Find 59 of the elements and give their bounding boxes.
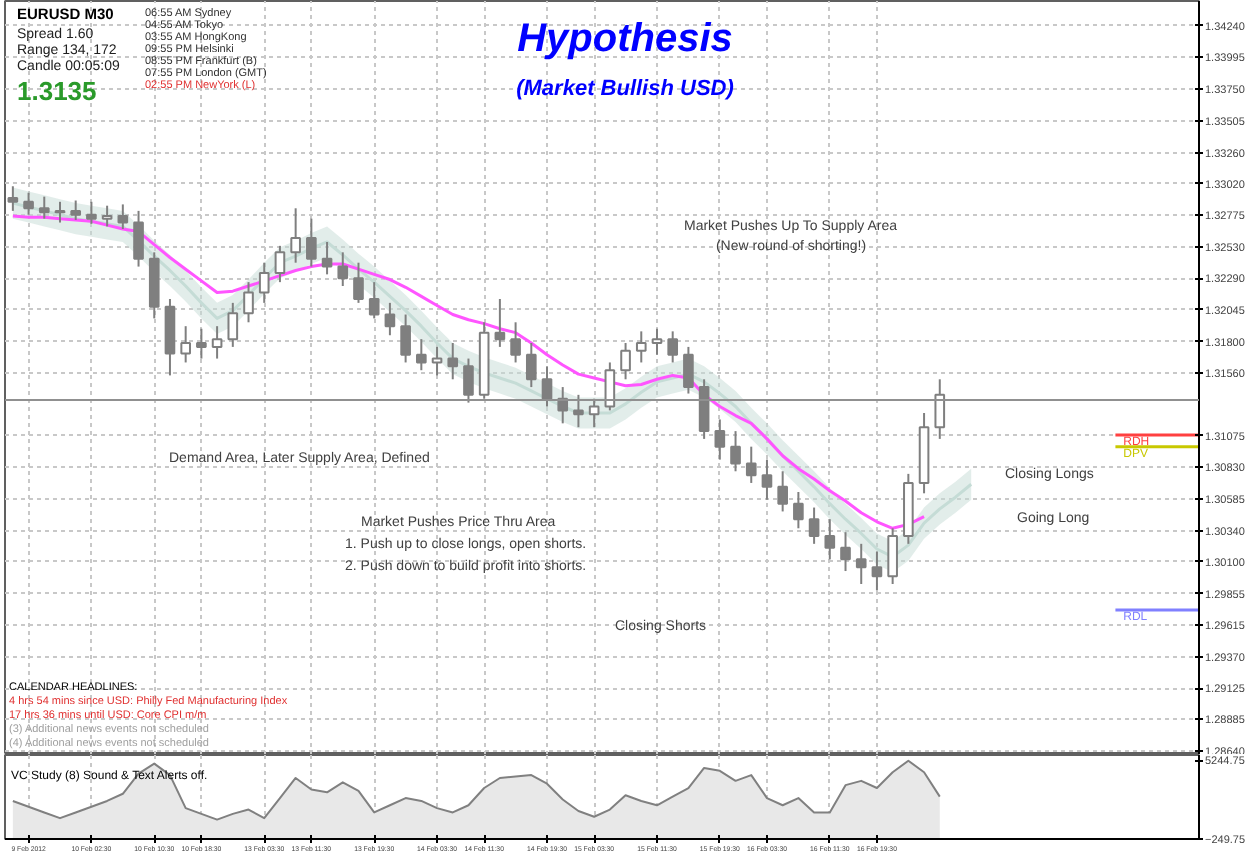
candlestick <box>337 251 349 288</box>
annotation: 1.3135 <box>17 76 97 107</box>
text: (Market Bullish USD) <box>516 77 735 101</box>
candlestick <box>368 281 380 320</box>
candlestick <box>887 527 898 585</box>
candlestick <box>573 393 584 429</box>
candlestick <box>934 378 946 440</box>
candlestick <box>117 203 129 231</box>
candlestick <box>23 191 34 216</box>
candlestick <box>494 297 506 348</box>
candlestick <box>447 342 459 381</box>
candlestick <box>133 209 144 268</box>
candlestick <box>416 338 427 372</box>
candlestick <box>321 240 333 276</box>
candlestick <box>290 207 301 264</box>
candlestick <box>635 330 647 364</box>
candlestick <box>588 397 600 429</box>
candlestick <box>353 261 364 304</box>
candlestick <box>274 244 286 284</box>
candlestick <box>227 301 239 348</box>
line-series <box>11 214 926 530</box>
candlestick <box>714 418 726 461</box>
candlestick <box>148 251 160 320</box>
candlestick <box>651 327 663 356</box>
candlestick <box>604 361 616 412</box>
candlestick <box>306 217 317 268</box>
candlestick <box>667 330 679 364</box>
candlestick <box>793 491 804 530</box>
candlestick <box>463 357 474 404</box>
candlestick <box>808 506 820 545</box>
candlestick <box>525 342 537 389</box>
candlestick <box>164 297 176 377</box>
candlestick <box>196 327 207 360</box>
candlestick <box>38 195 50 220</box>
candlestick <box>871 550 883 592</box>
candlestick <box>54 200 66 224</box>
candlestick <box>400 313 411 364</box>
candlestick <box>70 199 82 221</box>
candlestick <box>683 345 694 395</box>
candlestick <box>541 365 553 408</box>
candlestick <box>855 542 867 585</box>
candlestick <box>101 204 113 228</box>
candlestick <box>777 470 788 513</box>
candlestick <box>824 518 836 561</box>
candlestick <box>510 321 521 364</box>
candlestick <box>620 342 631 381</box>
candlestick <box>86 200 97 225</box>
candlestick <box>7 185 19 212</box>
candlestick <box>384 301 396 337</box>
candlestick <box>761 458 773 501</box>
chart-title: Hypothesis <box>517 17 733 61</box>
candlestick <box>698 378 710 440</box>
candlestick <box>840 531 851 573</box>
candlestick <box>180 325 191 364</box>
candlestick <box>730 430 741 473</box>
candlestick <box>243 281 254 324</box>
candlestick <box>258 261 270 304</box>
candlestick <box>211 325 223 360</box>
candlestick <box>745 445 757 484</box>
